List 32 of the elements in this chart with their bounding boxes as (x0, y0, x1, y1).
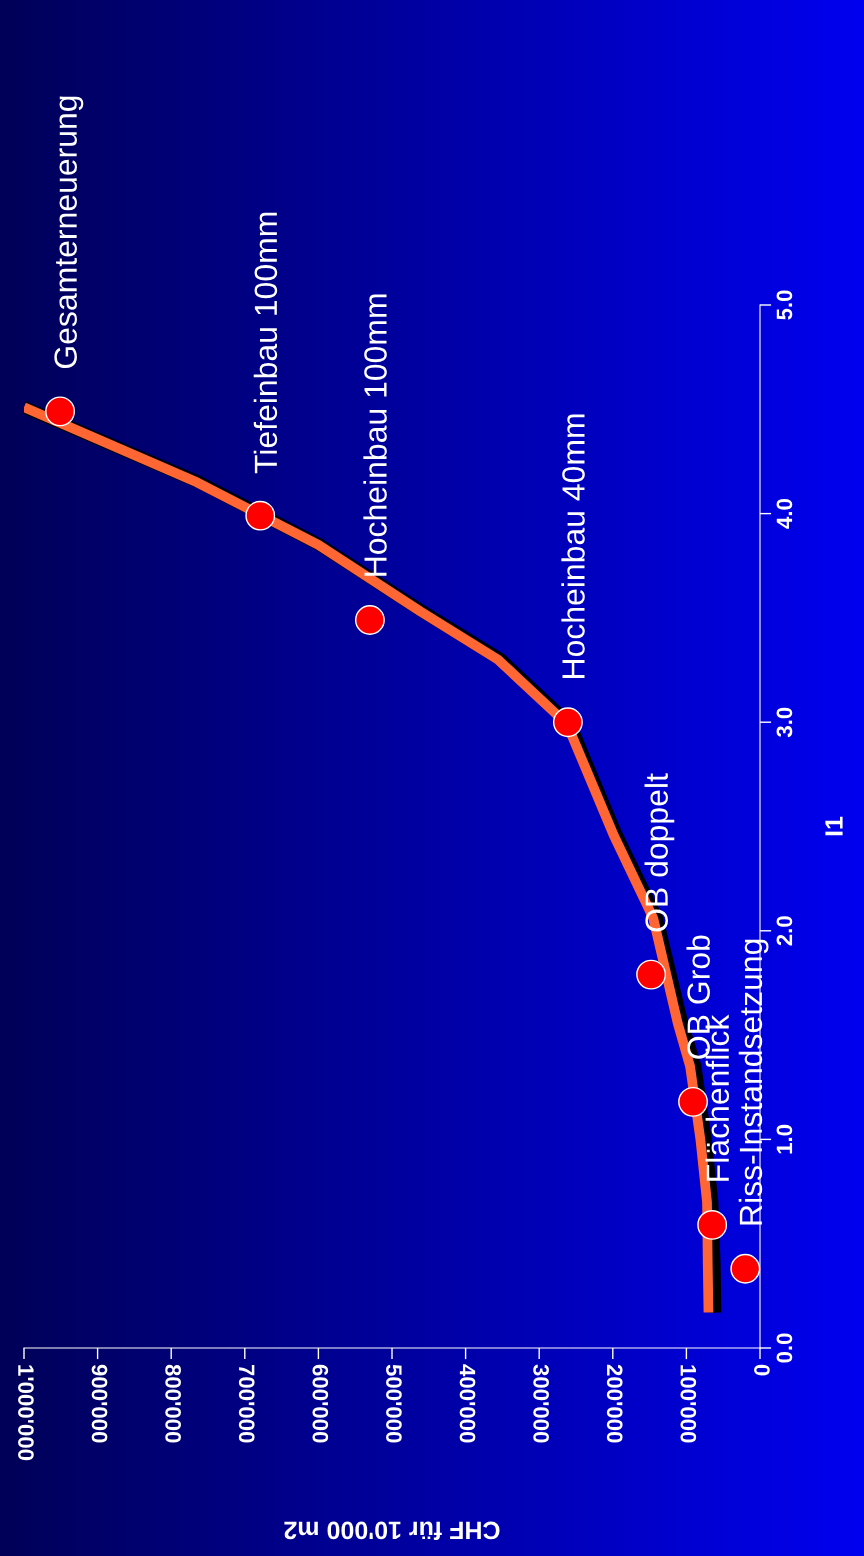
point (245, 500, 276, 531)
x-tick-label: 700'000 (238, 1364, 255, 1443)
y-tick-label: 4.0 (776, 499, 793, 529)
x-axis-title: CHF für 10'000 m2 (284, 1521, 500, 1540)
y-tick-label: 1.0 (776, 1124, 793, 1154)
x-tick-label: 600'000 (312, 1364, 329, 1443)
x-tick-label: 900'000 (91, 1364, 108, 1443)
y-tick-label: 0.0 (776, 1333, 793, 1363)
point (45, 396, 75, 427)
annotation: Hocheinbau 40mm (561, 414, 585, 678)
x-tick-label: 100'000 (680, 1365, 697, 1443)
x-tick-label: 500'000 (386, 1364, 402, 1443)
point (552, 707, 583, 738)
annotation: Tiefeinbau 100mm (253, 212, 278, 474)
point (730, 1253, 761, 1284)
annotation: OB doppelt (644, 773, 675, 932)
y-tick-label: 2.0 (776, 916, 793, 946)
point (697, 1209, 728, 1240)
x-tick-label: 1'000'000 (18, 1365, 34, 1461)
x-tick-label: 0 (754, 1364, 770, 1376)
annotation: Riss-Instandsetzung (738, 939, 769, 1225)
y-tick-label: 3.0 (776, 707, 793, 738)
annotation: Hocheinbau 100mm (363, 294, 387, 576)
x-tick-label: 800'000 (165, 1364, 181, 1443)
y-axis-title: I1 (825, 816, 843, 836)
x-tick-label: 400'000 (459, 1364, 476, 1443)
point (636, 959, 666, 990)
y-tick-label: 5.0 (776, 290, 793, 320)
x-tick-label: 300'000 (533, 1364, 549, 1443)
annotation: Gesamterneuerung (54, 96, 84, 369)
x-tick-label: 200'000 (606, 1364, 623, 1443)
point (354, 605, 385, 635)
